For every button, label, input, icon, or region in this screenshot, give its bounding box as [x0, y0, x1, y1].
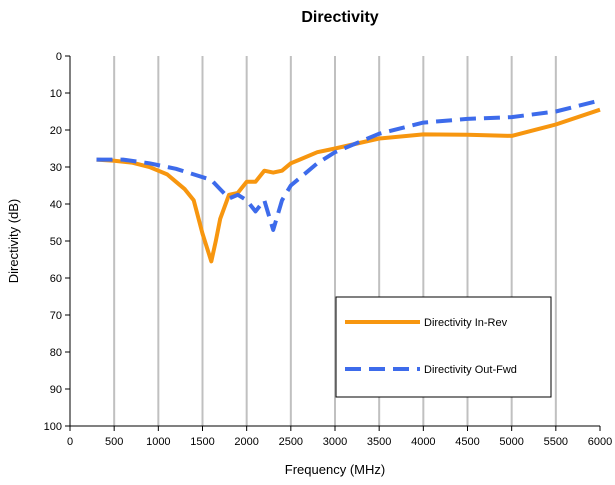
x-tick-label: 5500 [544, 436, 568, 448]
legend: Directivity In-Rev Directivity Out-Fwd [335, 296, 552, 398]
axes [65, 55, 601, 431]
y-axis-title: Directivity (dB) [6, 199, 21, 284]
y-tick-label: 100 [44, 421, 62, 433]
series-line-0 [96, 107, 601, 264]
y-tick-label: 30 [50, 162, 62, 174]
legend-label-in-rev: Directivity In-Rev [424, 317, 508, 329]
series-line-1 [96, 98, 601, 232]
chart-title: Directivity [301, 9, 379, 26]
x-tick-label: 6000 [588, 436, 612, 448]
y-tick-label: 70 [50, 310, 62, 322]
y-tick-label: 20 [50, 125, 62, 137]
x-tick-labels: 0 500 1000 1500 2000 2500 3000 3500 4000 4500 5000… [67, 436, 612, 448]
y-tick-label: 80 [50, 347, 62, 359]
y-tick-label: 50 [50, 236, 62, 248]
legend-label-out-fwd: Directivity Out-Fwd [424, 364, 517, 376]
y-tick-label: 60 [50, 273, 62, 285]
y-tick-label: 90 [50, 384, 62, 396]
x-tick-label: 4500 [455, 436, 479, 448]
y-tick-label: 0 [56, 51, 62, 63]
x-axis-title: Frequency (MHz) [285, 462, 385, 477]
x-tick-label: 5000 [499, 436, 523, 448]
legend-box [335, 296, 552, 398]
x-tick-label: 1500 [190, 436, 214, 448]
x-tick-label: 500 [105, 436, 123, 448]
x-tick-label: 0 [67, 436, 73, 448]
x-tick-label: 2500 [279, 436, 303, 448]
x-tick-label: 1000 [146, 436, 170, 448]
y-tick-label: 10 [50, 88, 62, 100]
x-tick-label: 2000 [234, 436, 258, 448]
series-layer [96, 98, 601, 264]
y-tick-labels: 0 10 20 30 40 50 60 70 80 90 100 [44, 51, 62, 433]
y-tick-label: 40 [50, 199, 62, 211]
x-tick-label: 3500 [367, 436, 391, 448]
x-tick-label: 3000 [323, 436, 347, 448]
x-tick-label: 4000 [411, 436, 435, 448]
